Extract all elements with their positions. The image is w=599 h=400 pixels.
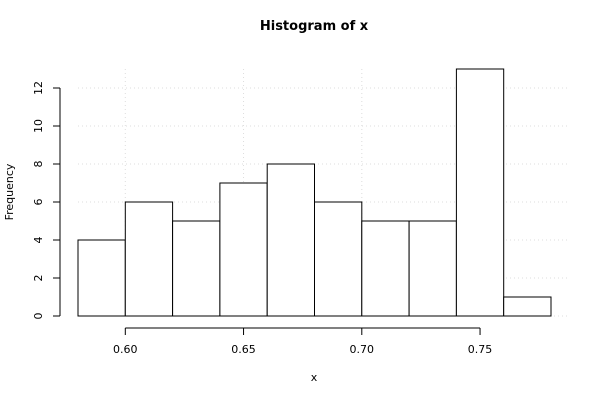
y-tick-label: 8 [32,161,45,168]
chart-title: Histogram of x [260,19,369,34]
y-axis-label: Frequency [3,163,16,220]
bar [172,220,221,317]
x-tick-label: 0.65 [231,343,256,356]
y-tick-label: 10 [32,119,45,133]
bar [219,182,268,317]
bar [455,68,505,317]
x-tick-label: 0.60 [113,343,138,356]
x-tick-label: 0.70 [350,343,375,356]
x-axis-label: x [311,371,318,384]
bar [124,201,174,317]
y-tick-label: 6 [32,199,45,206]
y-tick-label: 4 [32,237,45,244]
bar [77,239,126,317]
bar [314,201,363,317]
bar [408,220,457,317]
bar [503,296,552,317]
x-tick-label: 0.75 [468,343,493,356]
y-tick-label: 2 [32,275,45,282]
y-tick-label: 12 [32,81,45,95]
bar [266,163,316,317]
y-tick-label: 0 [32,313,45,320]
bar [361,220,410,317]
